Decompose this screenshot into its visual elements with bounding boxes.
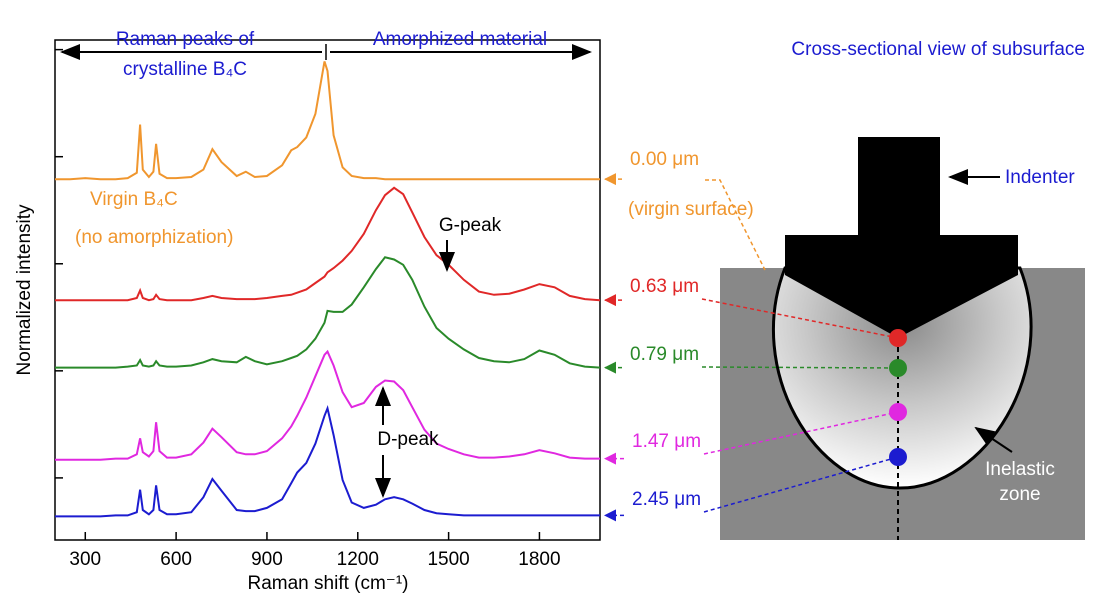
zone-label: zone — [999, 484, 1040, 505]
depth-dot — [889, 359, 907, 377]
annotation: D-peak — [377, 429, 439, 450]
depth-label: 0.63 μm — [630, 276, 699, 297]
plot-frame — [54, 39, 601, 541]
x-tick-label: 300 — [69, 549, 101, 570]
pointer-arrow — [974, 426, 1013, 453]
annotation: G-peak — [439, 215, 502, 236]
x-axis-label: Raman shift (cm⁻¹) — [248, 573, 409, 594]
x-tick-label: 1200 — [337, 549, 379, 570]
diagram-title: Cross-sectional view of subsurface — [791, 39, 1085, 60]
depth-dot — [889, 403, 907, 421]
depth-label: 1.47 μm — [632, 431, 701, 452]
indenter — [785, 137, 1018, 338]
depth-link — [701, 366, 899, 369]
x-tick-label: 1800 — [518, 549, 560, 570]
x-tick-label: 600 — [160, 549, 192, 570]
arrow-head — [604, 361, 616, 374]
depth-link — [701, 298, 899, 339]
annotation: (virgin surface) — [628, 199, 754, 220]
y-axis-label: Normalized intensity — [14, 204, 35, 376]
zone-label: Inelastic — [985, 459, 1055, 480]
depth-link — [703, 456, 899, 513]
spectrum — [55, 349, 600, 461]
arrow-head — [604, 452, 616, 465]
depth-dot — [889, 329, 907, 347]
arrow-head — [604, 173, 616, 186]
arrow-head — [604, 294, 616, 307]
x-tick-label: 1500 — [427, 549, 469, 570]
depth-link — [703, 411, 899, 455]
annotation: Amorphized material — [373, 29, 547, 50]
arrow-head — [604, 509, 616, 522]
spectrum — [55, 256, 601, 369]
annotation: Virgin B₄C — [90, 189, 178, 210]
x-tick-label: 900 — [251, 549, 283, 570]
depth-label: 2.45 μm — [632, 489, 701, 510]
annotation: (no amorphization) — [75, 227, 233, 248]
annotation: crystalline B₄C — [123, 59, 247, 80]
depth-label: 0.79 μm — [630, 344, 699, 365]
depth-dot — [889, 448, 907, 466]
depth-link — [705, 179, 766, 271]
spectrum — [55, 186, 601, 302]
indenter-label: Indenter — [1005, 167, 1075, 188]
inelastic-zone — [771, 266, 1033, 490]
annotation: Raman peaks of — [116, 29, 255, 50]
spectrum — [55, 61, 600, 181]
spectrum — [55, 404, 600, 518]
depth-label: 0.00 μm — [630, 149, 699, 170]
